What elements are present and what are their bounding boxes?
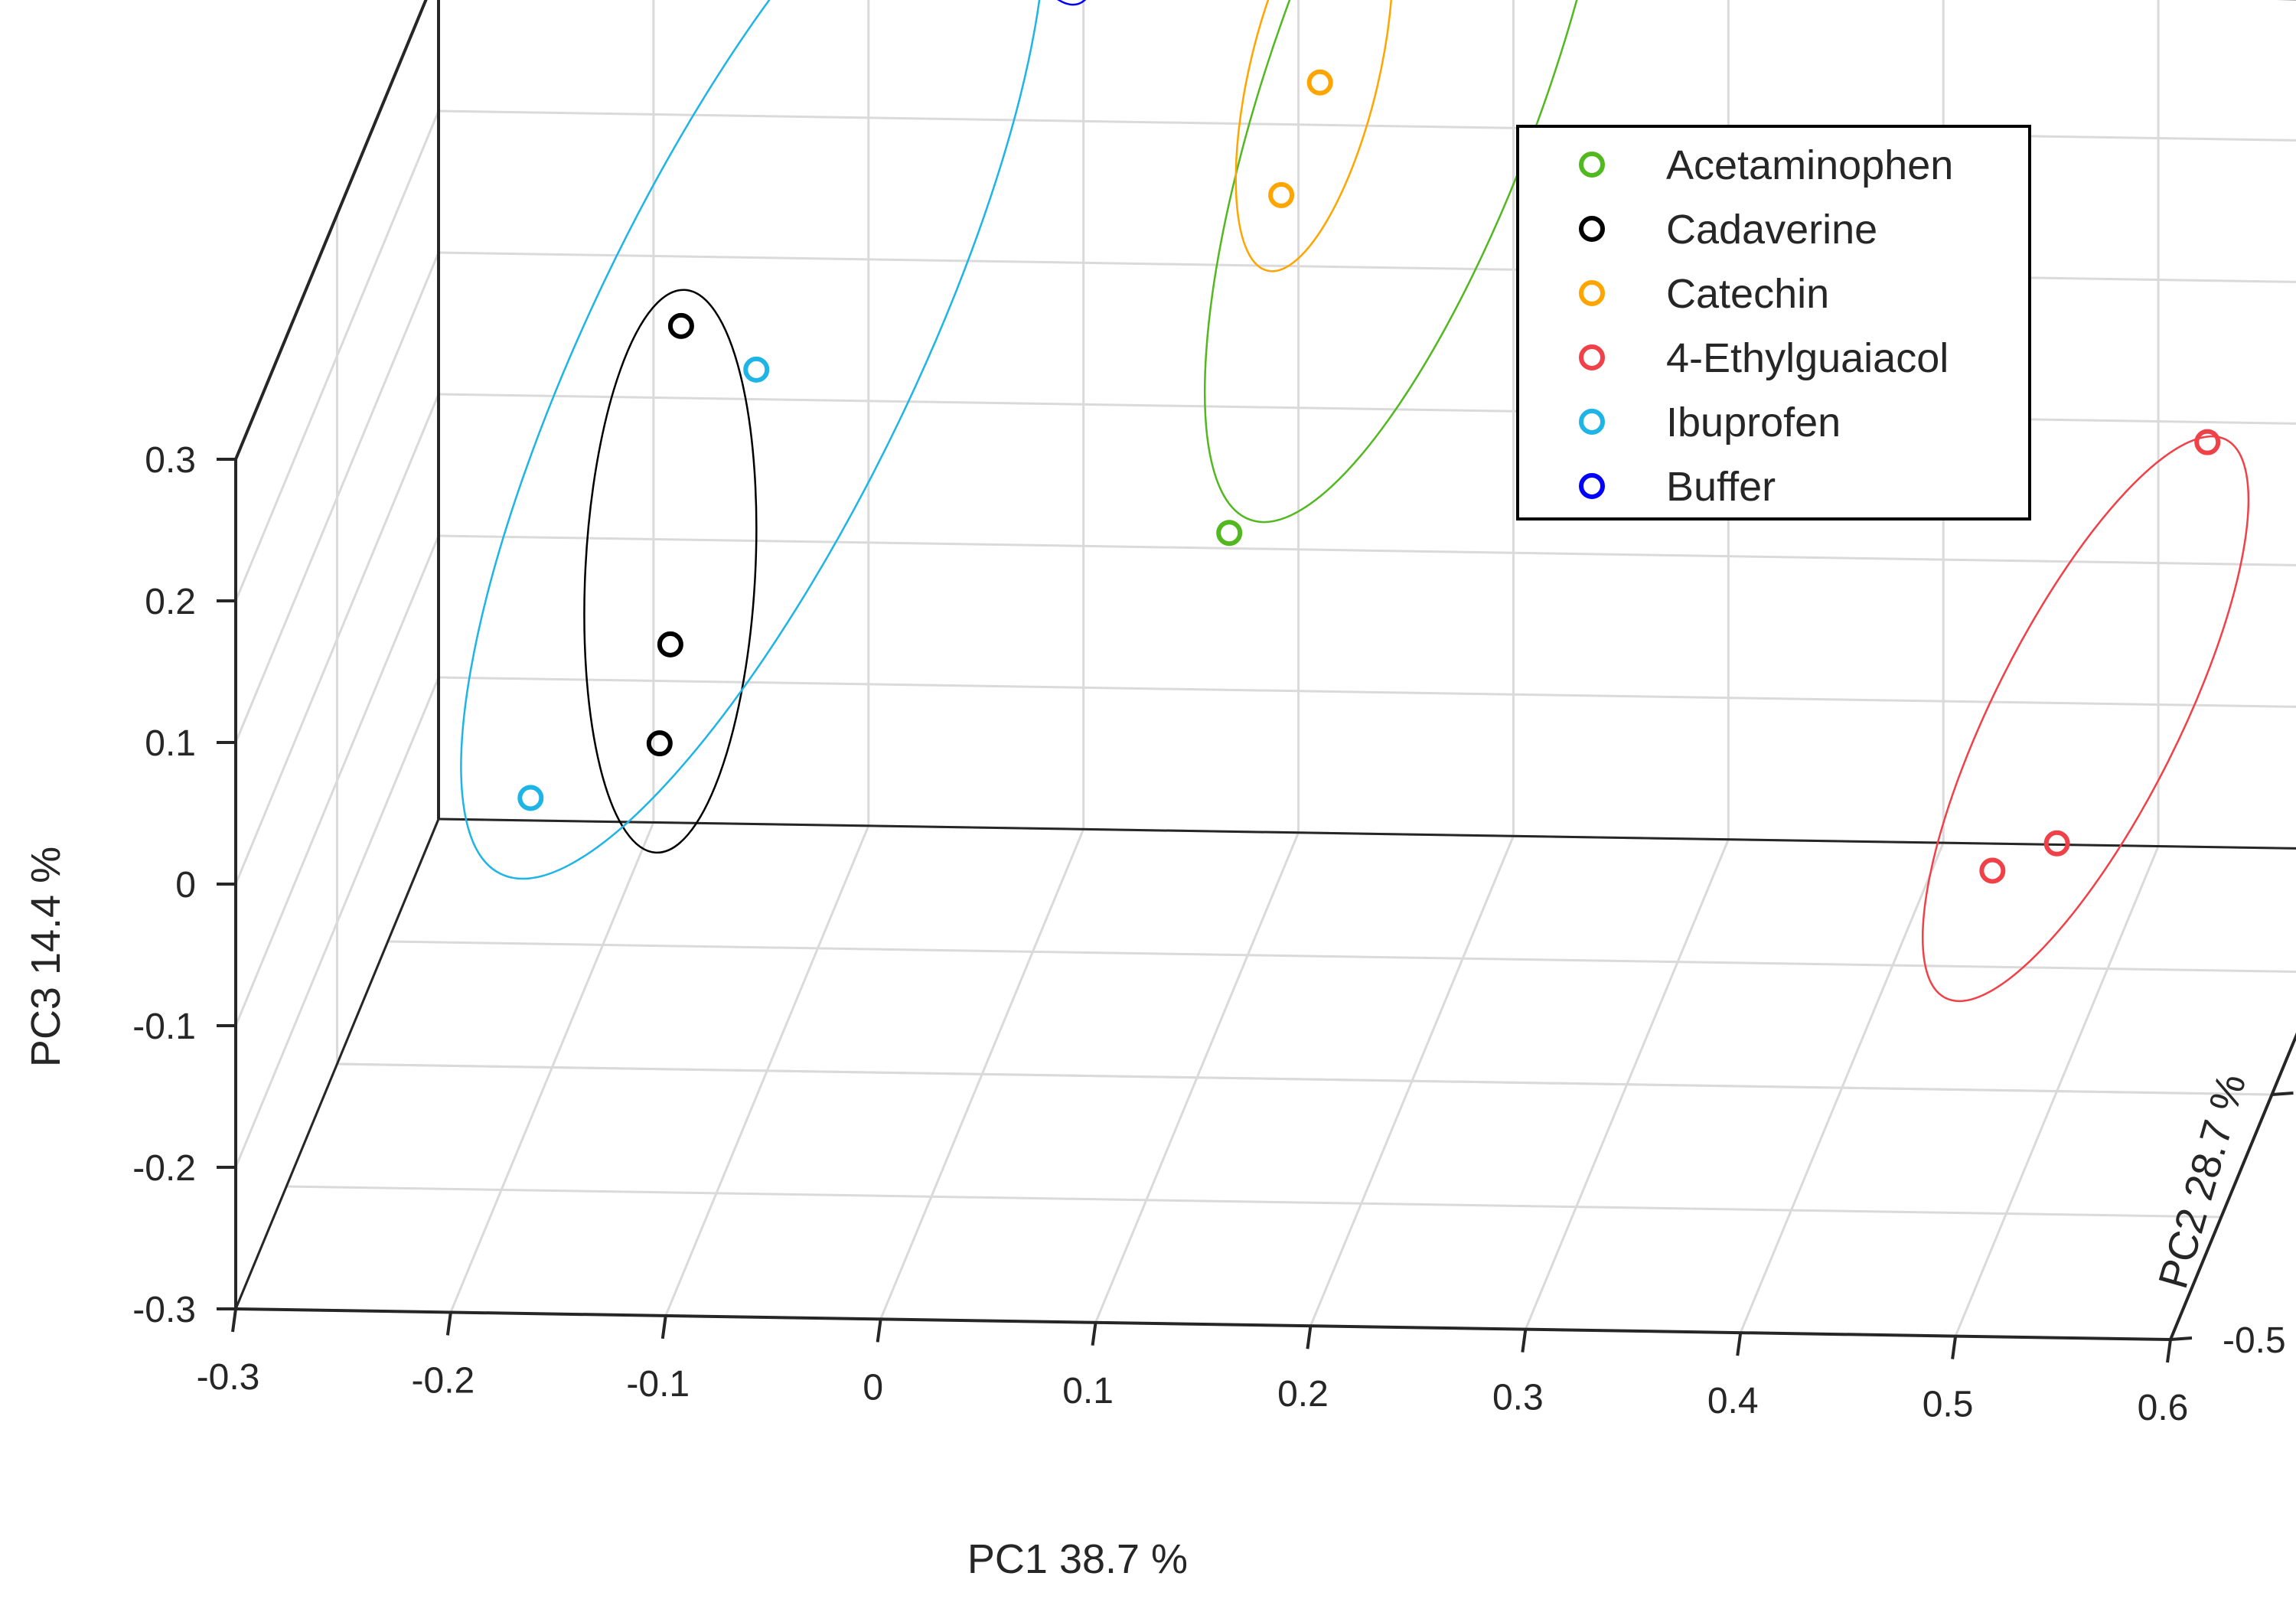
side-wall-gridline-z xyxy=(234,677,440,1168)
data-point xyxy=(1216,520,1243,547)
cluster-ellipses xyxy=(460,0,2250,1003)
x-tick-label: -0.2 xyxy=(412,1360,475,1401)
cluster-ellipse-3 xyxy=(1922,435,2250,1003)
frame-edge xyxy=(438,817,2296,850)
legend-marker xyxy=(1579,152,1605,178)
x-tick-label: -0.1 xyxy=(626,1364,690,1405)
legend-box xyxy=(1516,125,2031,520)
x-tick-label: 0.2 xyxy=(1277,1374,1329,1415)
data-point xyxy=(646,730,673,757)
y-tick-mark xyxy=(2170,1336,2193,1341)
data-point xyxy=(2043,830,2070,857)
data-points xyxy=(517,69,2221,884)
back-wall-gridline-z xyxy=(438,676,2296,708)
cluster-ellipse-2 xyxy=(1234,0,1394,272)
floor-gridline-y xyxy=(286,1185,2222,1219)
side-wall-gridline-z xyxy=(234,110,440,602)
cluster-ellipse-4 xyxy=(460,0,1046,880)
cluster-ellipse-1 xyxy=(583,289,758,854)
frame-edge xyxy=(234,0,428,460)
legend-label: Acetaminophen xyxy=(1666,142,1953,188)
legend-marker xyxy=(1579,473,1605,499)
x-tick-label: 0.1 xyxy=(1062,1371,1114,1411)
x-tick-label: 0.5 xyxy=(1923,1385,1974,1425)
data-point xyxy=(657,631,683,658)
data-point xyxy=(1306,69,1333,96)
z-tick-label: 0.1 xyxy=(145,723,196,764)
axes-frame xyxy=(217,0,2296,1363)
legend: Acetaminophen Cadaverine Catechin 4-Ethylgu… xyxy=(1516,125,2031,520)
data-point xyxy=(667,312,694,339)
x-tick-mark xyxy=(1306,1325,1313,1349)
x-tick-label: 0.4 xyxy=(1707,1381,1759,1421)
x-tick-label: -0.3 xyxy=(197,1357,260,1398)
x-axis-line xyxy=(235,1307,2171,1341)
legend-label: Catechin xyxy=(1666,271,1829,317)
tick-labels: -0.3 -0.2 -0.1 0 0.1 0.2 0.3 0.4 0.5 0.6 -0.3 -0.2 -… xyxy=(132,440,2286,1428)
y-tick-label: -0.5 xyxy=(2223,1320,2286,1361)
x-tick-mark xyxy=(1521,1329,1528,1353)
data-point xyxy=(743,356,770,383)
cluster-ellipse-0 xyxy=(1203,0,1621,524)
x-tick-mark xyxy=(1951,1336,1958,1359)
y-tick-mark xyxy=(2272,1092,2294,1096)
z-tick-label: -0.3 xyxy=(132,1290,196,1330)
legend-label: Buffer xyxy=(1666,464,1776,510)
cluster-ellipse-5 xyxy=(975,0,1100,6)
legend-marker xyxy=(1579,344,1605,370)
z-tick-label: -0.1 xyxy=(132,1007,196,1047)
back-wall-gridline-z xyxy=(438,534,2296,566)
legend-marker xyxy=(1579,409,1605,435)
floor-gridline-y xyxy=(387,940,2296,973)
x-tick-mark xyxy=(231,1308,237,1333)
z-tick-label: 0 xyxy=(175,865,196,906)
data-point xyxy=(2194,429,2221,455)
z-tick-label: 0.2 xyxy=(145,582,196,622)
x-tick-label: 0.6 xyxy=(2138,1388,2189,1428)
z-tick-label: 0.3 xyxy=(145,440,196,481)
y-axis-title: PC2 28.7 % xyxy=(2150,1069,2255,1294)
z-tick-label: -0.2 xyxy=(132,1148,196,1189)
side-wall-gridline-z xyxy=(234,393,440,885)
legend-label: Ibuprofen xyxy=(1666,400,1841,445)
x-tick-label: 0.3 xyxy=(1492,1378,1544,1418)
x-tick-label: 0 xyxy=(863,1367,883,1408)
frame-edge xyxy=(234,818,440,1310)
data-point xyxy=(1979,857,2006,884)
x-axis-title: PC1 38.7 % xyxy=(967,1536,1188,1582)
side-wall-gridline-z xyxy=(234,252,440,743)
legend-label: 4-Ethylguaiacol xyxy=(1666,335,1949,381)
legend-marker xyxy=(1579,216,1605,242)
legend-marker xyxy=(1579,280,1605,306)
x-tick-mark xyxy=(445,1312,452,1336)
x-tick-mark xyxy=(660,1315,667,1340)
x-tick-mark xyxy=(1736,1332,1743,1356)
legend-label: Cadaverine xyxy=(1666,207,1877,253)
x-tick-mark xyxy=(2166,1339,2172,1363)
z-axis-title: PC3 14.4 % xyxy=(23,847,69,1067)
data-point xyxy=(517,785,544,811)
side-wall-gridline-z xyxy=(234,535,440,1026)
back-wall-gridline-z xyxy=(438,393,2296,425)
x-tick-mark xyxy=(876,1319,882,1343)
floor-gridline-y xyxy=(337,1062,2272,1096)
data-point xyxy=(1268,181,1295,208)
x-tick-mark xyxy=(1091,1322,1097,1346)
back-wall-gridline-z xyxy=(438,251,2296,283)
back-wall-gridline-z xyxy=(438,109,2296,142)
